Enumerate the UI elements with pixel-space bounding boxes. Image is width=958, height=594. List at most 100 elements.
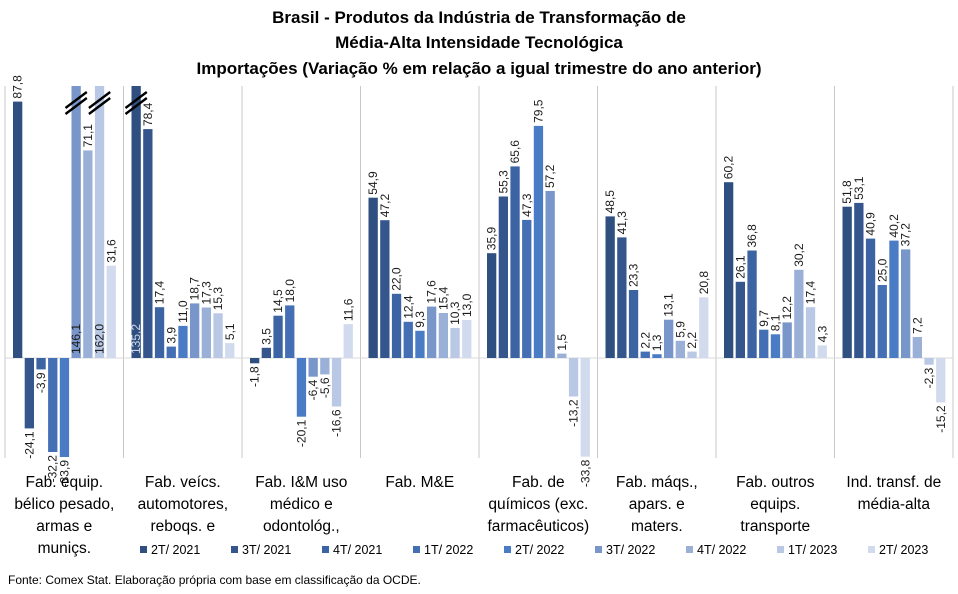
axis-break-mark <box>64 97 88 115</box>
legend-label: 1T/ 2023 <box>788 543 837 557</box>
axis-break-mark <box>88 97 111 115</box>
data-label: 35,9 <box>485 227 499 251</box>
data-label: -20,1 <box>294 419 308 447</box>
bar <box>331 358 342 407</box>
bar <box>794 269 804 358</box>
data-label: 2,2 <box>638 332 652 349</box>
bar <box>71 86 81 358</box>
bar <box>817 345 827 358</box>
bar <box>308 358 318 377</box>
legend-label: 2T/ 2022 <box>515 543 564 557</box>
category-label: médico e <box>270 496 333 513</box>
bar <box>545 191 555 358</box>
category-label: maters. <box>631 518 683 535</box>
bar <box>190 303 200 358</box>
data-label: 47,3 <box>520 193 534 217</box>
data-label: 65,6 <box>508 140 522 164</box>
data-label: 3,9 <box>164 327 178 344</box>
data-label: 11,0 <box>176 300 190 323</box>
data-label: 8,1 <box>768 314 782 331</box>
bar <box>106 265 116 358</box>
bar <box>936 358 946 403</box>
bar <box>522 219 532 358</box>
bar <box>580 358 590 457</box>
category-label: armas e <box>36 518 92 535</box>
bar <box>557 353 567 358</box>
category-label: Fab. I&M uso <box>255 474 347 491</box>
data-label: 18,7 <box>188 277 202 301</box>
category-label: muniçs. <box>38 540 91 557</box>
data-label: 5,9 <box>673 321 687 338</box>
bar <box>605 216 615 358</box>
axis-break-mark <box>64 91 88 109</box>
data-label: -13,2 <box>567 399 581 427</box>
bar <box>747 250 757 358</box>
bar <box>640 351 650 358</box>
legend-swatch <box>686 546 693 553</box>
data-label: 31,6 <box>104 239 118 263</box>
bar <box>498 196 508 358</box>
data-label: 30,2 <box>792 243 806 267</box>
category-label: transporte <box>740 518 810 535</box>
bar <box>842 206 852 358</box>
data-label: 71,1 <box>81 124 95 148</box>
data-label: -33,9 <box>58 460 72 488</box>
legend-label: 4T/ 2021 <box>333 543 382 557</box>
data-label: -2,3 <box>922 367 936 388</box>
bar <box>296 358 307 417</box>
legend-label: 1T/ 2022 <box>424 543 473 557</box>
legend-swatch <box>140 546 147 553</box>
data-label: 10,3 <box>448 301 462 325</box>
category-label: Fab. outros <box>736 474 815 491</box>
data-label: 18,0 <box>283 279 297 303</box>
bar <box>628 290 639 358</box>
bar <box>487 253 497 358</box>
bar <box>805 307 816 358</box>
bar <box>36 358 46 370</box>
category-label: automotores, <box>138 496 228 513</box>
category-label: odontológ., <box>263 518 340 535</box>
bar <box>854 202 864 358</box>
bar <box>94 86 105 358</box>
legend-swatch <box>231 546 238 553</box>
category-label: apars. e <box>629 496 685 513</box>
category-label: média-alta <box>858 496 931 513</box>
bar <box>759 329 769 358</box>
data-label: 54,9 <box>366 171 380 195</box>
data-label: -5,6 <box>318 377 332 398</box>
bar <box>59 358 70 457</box>
data-label: 26,1 <box>733 255 747 279</box>
data-label: 17,4 <box>804 281 818 305</box>
chart-title-line-2: Média-Alta Intensidade Tecnológica <box>335 33 623 52</box>
chart-title-line-3: Importações (Variação % em relação a igu… <box>197 59 762 78</box>
category-label: Ind. transf. de <box>846 474 941 491</box>
data-label: 11,6 <box>341 298 355 321</box>
data-label: 146,1 <box>69 324 83 354</box>
bar <box>652 354 662 358</box>
data-label: 14,5 <box>271 289 285 313</box>
bar <box>250 358 260 364</box>
bar <box>13 101 23 358</box>
bar <box>687 351 697 358</box>
data-label: 135,2 <box>129 324 143 354</box>
data-label: 17,6 <box>425 280 439 304</box>
bar <box>178 325 188 358</box>
legend-swatch <box>504 546 511 553</box>
data-label: 78,4 <box>141 102 155 126</box>
category-label: reboqs. e <box>150 518 215 535</box>
bar <box>380 220 390 358</box>
bar <box>901 249 911 358</box>
legend-swatch <box>595 546 602 553</box>
category-label: Fab. M&E <box>385 474 454 491</box>
bar <box>675 340 685 358</box>
bar <box>213 313 223 358</box>
data-label: 15,4 <box>436 286 450 310</box>
data-label: 48,5 <box>603 190 617 214</box>
data-label: 22,0 <box>390 267 404 291</box>
bar <box>415 330 425 358</box>
data-label: -15,2 <box>934 405 948 433</box>
legend: 2T/ 2021 3T/ 2021 4T/ 2021 1T/ 2022 2T/ 2022… <box>140 543 928 557</box>
data-label: 20,8 <box>697 271 711 295</box>
bar <box>131 86 141 358</box>
bar <box>889 240 899 358</box>
